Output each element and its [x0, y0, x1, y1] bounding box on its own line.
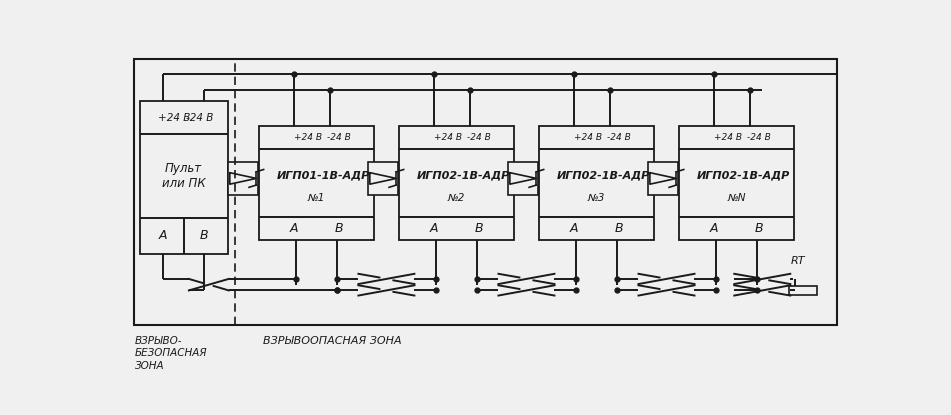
Text: B: B [334, 222, 342, 235]
Text: ИГП02-1В-АДР: ИГП02-1В-АДР [417, 170, 511, 180]
Text: №2: №2 [448, 193, 465, 203]
Text: +24 В: +24 В [434, 134, 461, 142]
Text: +24 В: +24 В [294, 134, 321, 142]
Bar [140, 101, 228, 254]
Text: +24 В: +24 В [158, 113, 190, 123]
Bar [399, 127, 514, 240]
Text: -24 В: -24 В [186, 113, 214, 123]
Text: A: A [290, 222, 299, 235]
Text: B: B [475, 222, 483, 235]
Text: №3: №3 [588, 193, 605, 203]
Text: ИГП01-1В-АДР: ИГП01-1В-АДР [277, 170, 370, 180]
Text: №N: №N [728, 193, 746, 203]
Text: A: A [570, 222, 578, 235]
Text: +24 В: +24 В [573, 134, 602, 142]
Bar [228, 161, 258, 195]
Text: -24 В: -24 В [747, 134, 770, 142]
Text: -24 В: -24 В [326, 134, 350, 142]
Text: ВЗРЫВО-
БЕЗОПАСНАЯ
ЗОНА: ВЗРЫВО- БЕЗОПАСНАЯ ЗОНА [135, 336, 207, 371]
Text: №1: №1 [308, 193, 325, 203]
Text: -24 В: -24 В [607, 134, 631, 142]
Text: RT: RT [790, 256, 805, 266]
Text: B: B [200, 229, 208, 242]
Bar [133, 59, 838, 325]
Text: -24 В: -24 В [467, 134, 491, 142]
Bar [679, 127, 794, 240]
Bar [539, 127, 653, 240]
Text: A: A [430, 222, 438, 235]
Bar [260, 127, 374, 240]
Bar [788, 286, 817, 295]
Bar [509, 161, 538, 195]
Text: A: A [710, 222, 719, 235]
Bar [649, 161, 678, 195]
Text: ВЗРЫВООПАСНАЯ ЗОНА: ВЗРЫВООПАСНАЯ ЗОНА [262, 336, 401, 346]
Text: +24 В: +24 В [713, 134, 742, 142]
Text: ИГП02-1В-АДР: ИГП02-1В-АДР [697, 170, 790, 180]
Bar [368, 161, 398, 195]
Text: B: B [614, 222, 623, 235]
Text: A: A [159, 229, 167, 242]
Text: B: B [754, 222, 763, 235]
Text: Пульт
или ПК: Пульт или ПК [162, 162, 205, 190]
Text: ИГП02-1В-АДР: ИГП02-1В-АДР [557, 170, 650, 180]
